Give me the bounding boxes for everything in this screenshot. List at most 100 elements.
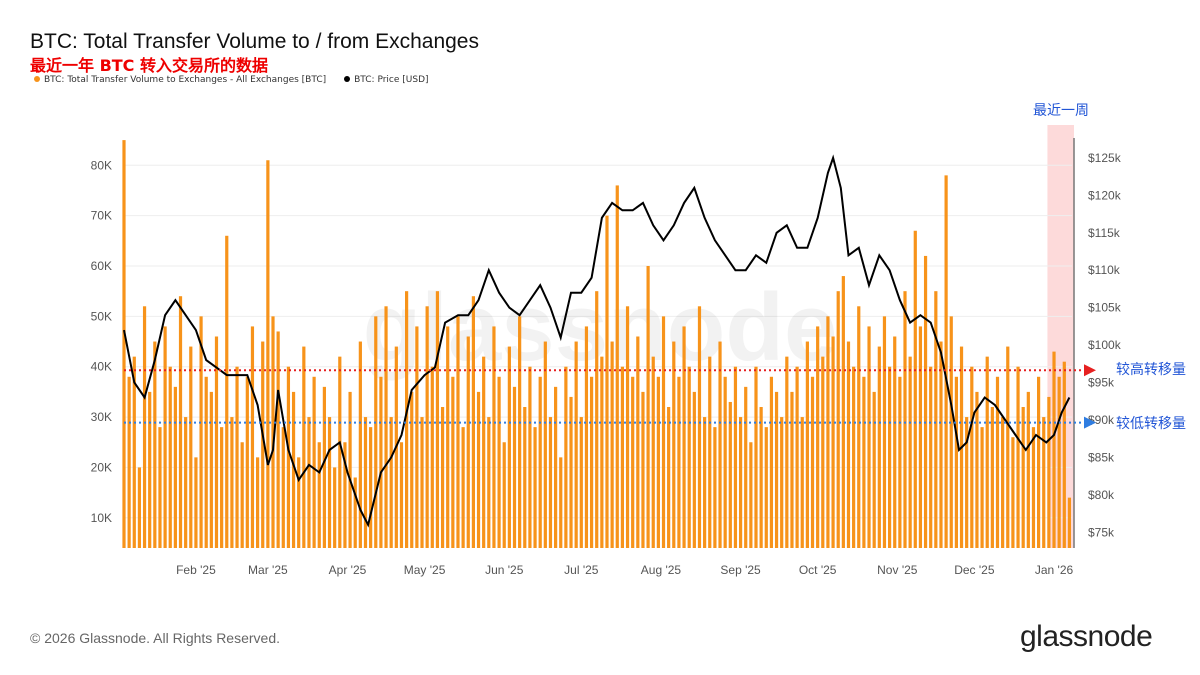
y-left-tick-label: 10K [91, 511, 112, 525]
x-tick-label: Sep '25 [720, 563, 761, 577]
volume-bar [482, 356, 486, 548]
volume-bar [718, 341, 722, 548]
y-left-tick-label: 50K [91, 309, 112, 323]
volume-bar [764, 427, 768, 548]
volume-bar [728, 401, 732, 548]
volume-bar [692, 391, 696, 548]
volume-bar [826, 316, 830, 548]
y-right-tick-label: $125k [1088, 151, 1122, 165]
volume-bar [774, 391, 779, 548]
glassnode-logo: glassnode [1020, 620, 1153, 653]
volume-bar [1067, 497, 1072, 548]
volume-bar [708, 356, 712, 548]
y-right-tick-label: $120k [1088, 188, 1122, 202]
legend-label: BTC: Price [USD] [354, 75, 429, 85]
x-tick-label: Jan '26 [1035, 563, 1074, 577]
volume-bar [589, 376, 594, 548]
orange-dot-icon [34, 76, 40, 82]
arrow-right-icon [1084, 416, 1096, 429]
volume-bar [605, 215, 609, 548]
volume-bar [738, 417, 743, 548]
volume-bar [595, 291, 599, 548]
y-right-tick-label: $115k [1088, 226, 1121, 240]
volume-bar [672, 341, 676, 548]
volume-bar [220, 427, 224, 548]
volume-bar [184, 417, 188, 548]
volume-bar [163, 326, 167, 548]
volume-bar [122, 140, 126, 548]
volume-bar [554, 386, 558, 548]
volume-bar [600, 356, 604, 548]
volume-bar [990, 407, 994, 548]
volume-bar [584, 326, 589, 548]
volume-bar [1011, 437, 1015, 548]
y-left-tick-label: 70K [91, 209, 112, 223]
volume-bar [569, 396, 573, 548]
volume-bar [137, 467, 142, 548]
volume-bar [507, 346, 511, 548]
volume-bar [749, 442, 753, 548]
volume-bar [882, 316, 887, 548]
volume-bar [399, 442, 404, 548]
volume-bar [759, 407, 763, 548]
volume-bar [312, 376, 316, 548]
volume-bar [985, 356, 989, 548]
volume-bar [153, 341, 157, 548]
volume-bar [939, 341, 943, 548]
volume-bar [1062, 361, 1066, 548]
volume-bar [523, 407, 527, 548]
volume-bar [785, 356, 789, 548]
volume-bar [846, 341, 851, 548]
volume-bar [502, 442, 506, 548]
volume-bar [697, 306, 702, 548]
volume-bar [949, 316, 953, 548]
volume-bar [687, 366, 691, 548]
volume-bar [440, 407, 445, 548]
volume-bar [261, 341, 265, 548]
volume-bar [302, 346, 306, 548]
y-right-tick-label: $85k [1088, 450, 1115, 464]
volume-bar [538, 376, 542, 548]
volume-bar [487, 417, 491, 548]
legend-item-price[interactable]: BTC: Price [USD] [344, 75, 429, 85]
y-right-tick-label: $105k [1088, 301, 1122, 315]
volume-bar [713, 427, 717, 548]
volume-bar [518, 316, 522, 548]
volume-bar [656, 376, 660, 548]
volume-bar [363, 417, 368, 548]
volume-bar [333, 467, 337, 548]
volume-bar [173, 386, 177, 548]
volume-bar [497, 376, 501, 548]
volume-bar [615, 185, 619, 548]
volume-bar [199, 316, 203, 548]
volume-bar [245, 376, 249, 548]
volume-bar [790, 391, 794, 548]
volume-bar [923, 255, 928, 548]
volume-bar [348, 391, 352, 548]
y-right-tick-label: $110k [1088, 263, 1121, 277]
volume-bar [852, 366, 856, 548]
volume-bar [425, 306, 429, 548]
volume-bar [291, 391, 296, 548]
volume-bar [420, 417, 424, 548]
volume-bar [559, 457, 563, 548]
volume-bar [1037, 376, 1041, 548]
volume-bar [132, 356, 136, 548]
volume-bar [631, 376, 635, 548]
volume-bar [682, 326, 686, 548]
price-line [123, 154, 1071, 528]
volume-bar [204, 376, 208, 548]
volume-bar [415, 326, 419, 548]
volume-bar [461, 427, 465, 548]
volume-bar [965, 417, 969, 548]
volume-bar [877, 346, 881, 548]
volume-bar [405, 291, 409, 548]
x-tick-label: Aug '25 [641, 563, 682, 577]
volume-bar [209, 391, 213, 548]
volume-bar [322, 386, 326, 548]
volume-bar [384, 306, 388, 548]
legend-item-volume[interactable]: BTC: Total Transfer Volume to Exchanges … [34, 75, 326, 85]
volume-bar [266, 160, 270, 548]
volume-bar [343, 442, 347, 548]
